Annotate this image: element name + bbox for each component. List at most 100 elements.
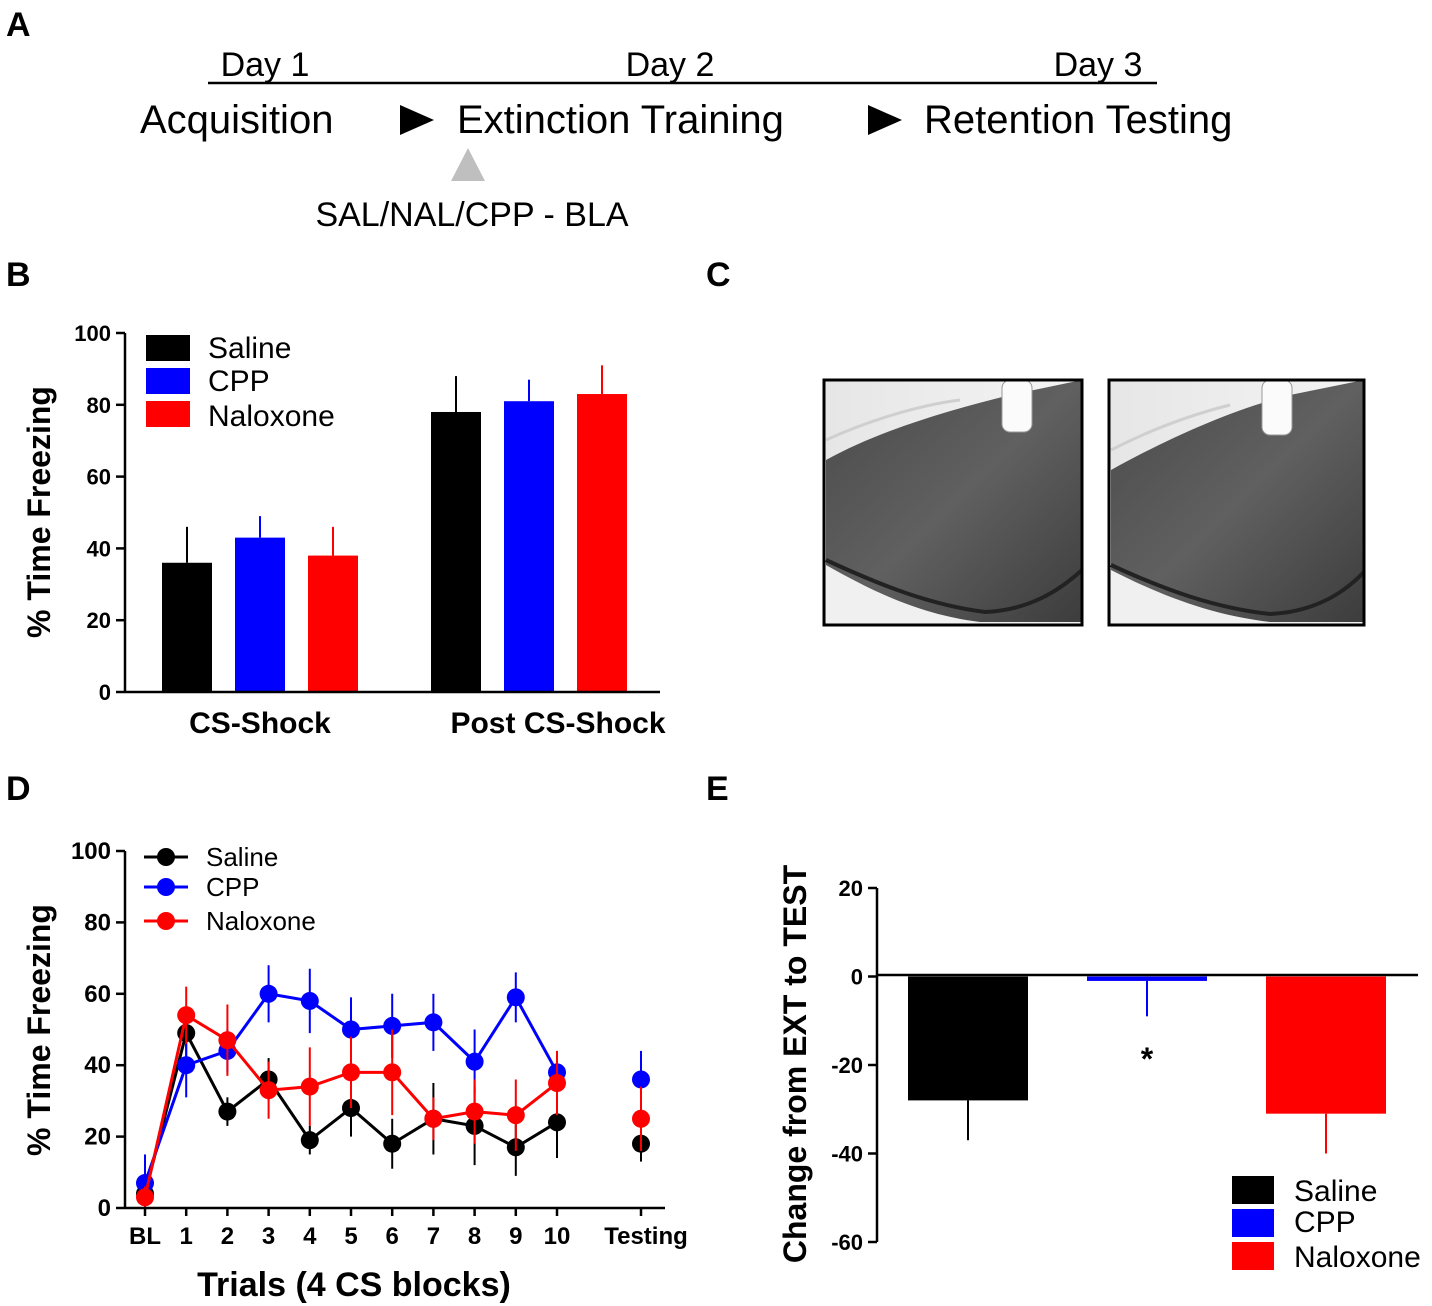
legend-b-cpp-swatch <box>146 368 190 394</box>
panel-b-ytick-label: 80 <box>87 393 111 418</box>
panel-e-bar-cpp <box>1087 976 1207 981</box>
legend-e-cpp-label: CPP <box>1294 1206 1356 1239</box>
legend-e-saline-swatch <box>1232 1176 1274 1204</box>
panel-d-point <box>177 1006 196 1025</box>
panel-b-category-cs-shock: CS-Shock <box>189 707 331 740</box>
legend-e-saline-label: Saline <box>1294 1175 1377 1208</box>
legend-d-saline-label: Saline <box>206 842 278 872</box>
panel-b-ytick-label: 0 <box>99 680 111 705</box>
panel-d-point <box>424 1013 443 1032</box>
panel-b-bar-saline <box>162 562 212 692</box>
phase-acquisition: Acquisition <box>140 98 333 142</box>
panel-d-point <box>342 1020 360 1039</box>
injection-label: SAL/NAL/CPP - BLA <box>315 196 628 234</box>
day-1-label: Day 1 <box>221 46 310 84</box>
panel-d-point <box>383 1063 402 1082</box>
panel-d-point <box>548 1074 566 1093</box>
panel-d-testing-point <box>632 1109 650 1128</box>
panel-e: E Change from EXT to TEST 20 0 -20 -40 -60 *… <box>706 770 1421 1274</box>
legend-b-saline-label: Saline <box>208 332 291 365</box>
panel-b-category-post-cs-shock: Post CS-Shock <box>450 707 665 740</box>
panel-d-ytick-label: 0 <box>98 1195 111 1222</box>
right-triangle-arrow-icon <box>400 105 434 135</box>
panel-d-point <box>300 991 319 1010</box>
legend-e-cpp-swatch <box>1232 1209 1274 1237</box>
panel-d-testing-label: Testing <box>604 1223 688 1250</box>
panel-d-point <box>383 1016 402 1035</box>
panel-a: A Day 1 Day 2 Day 3 Acquisition Extincti… <box>6 6 1232 234</box>
panel-e-ytick-label: 0 <box>851 965 863 990</box>
legend-d-saline-marker <box>157 848 175 866</box>
legend-b-cpp-label: CPP <box>208 365 270 398</box>
panel-d-series-naloxone <box>136 986 650 1208</box>
panel-e-ytick-label: -40 <box>831 1142 863 1167</box>
panel-d-ytick-label: 100 <box>71 838 111 865</box>
panel-d: D % Time Freezing 0 20 40 60 80 100 BL 1 2 3 4 5 6 7 8… <box>6 770 688 1304</box>
histology-section-left <box>822 378 1084 627</box>
panel-b-bar-saline <box>431 411 481 692</box>
panel-d-ytick-label: 20 <box>84 1124 111 1151</box>
panel-d-point <box>342 1063 360 1082</box>
panel-d-point <box>259 1081 278 1100</box>
day-2-label: Day 2 <box>626 46 715 84</box>
panel-d-testing-point <box>632 1070 650 1089</box>
panel-d-xtick-label: BL <box>129 1223 161 1250</box>
significance-asterisk: * <box>1141 1041 1154 1077</box>
panel-d-xtick-label: 9 <box>509 1223 522 1250</box>
panel-c: C <box>706 256 1366 627</box>
panel-d-point <box>300 1131 319 1150</box>
panel-d-xtick-label: 7 <box>427 1223 440 1250</box>
legend-d-cpp-label: CPP <box>206 872 259 902</box>
panel-d-xtick-label: 2 <box>221 1223 234 1250</box>
panel-d-point <box>300 1077 319 1096</box>
legend-d-naloxone-label: Naloxone <box>206 906 316 936</box>
panel-e-bar-saline <box>908 976 1028 1101</box>
legend-e-naloxone-swatch <box>1232 1242 1274 1270</box>
panel-d-xtick-label: 6 <box>386 1223 399 1250</box>
panel-b-bar-cpp <box>504 401 554 692</box>
panel-d-ytick-label: 60 <box>84 981 111 1008</box>
panel-d-point <box>383 1134 402 1153</box>
right-triangle-arrow-icon <box>868 105 902 135</box>
panel-d-xtick-label: 5 <box>344 1223 357 1250</box>
panel-e-ylabel: Change from EXT to TEST <box>777 864 813 1263</box>
phase-extinction: Extinction Training <box>457 98 784 142</box>
legend-d-cpp-marker <box>157 878 175 896</box>
legend-b-naloxone-label: Naloxone <box>208 400 335 433</box>
panel-d-xtick-label: 1 <box>180 1223 193 1250</box>
panel-d-point <box>424 1109 443 1128</box>
panel-d-point <box>218 1102 237 1121</box>
panel-d-point <box>177 1056 196 1075</box>
panel-d-ytick-label: 40 <box>84 1052 111 1079</box>
panel-d-point <box>465 1102 484 1121</box>
panel-d-letter: D <box>6 770 31 808</box>
panel-b-ylabel: % Time Freezing <box>21 386 57 638</box>
panel-d-ylabel: % Time Freezing <box>21 904 57 1156</box>
panel-b-ytick-label: 40 <box>87 536 111 561</box>
panel-d-xlabel: Trials (4 CS blocks) <box>197 1266 511 1304</box>
panel-c-letter: C <box>706 256 731 294</box>
panel-e-ytick-label: -20 <box>831 1053 863 1078</box>
panel-b-letter: B <box>6 256 31 294</box>
panel-b-bar-cpp <box>235 537 285 692</box>
phase-retention: Retention Testing <box>924 98 1232 142</box>
legend-b-saline-swatch <box>146 335 190 361</box>
panel-e-ytick-label: 20 <box>839 876 863 901</box>
day-3-label: Day 3 <box>1054 46 1143 84</box>
panel-b-ytick-label: 60 <box>87 465 111 490</box>
panel-d-ytick-label: 80 <box>84 909 111 936</box>
panel-b-ytick-label: 100 <box>74 321 111 346</box>
legend-e-naloxone-label: Naloxone <box>1294 1241 1421 1274</box>
legend-d-naloxone-marker <box>157 912 175 930</box>
up-triangle-marker-icon <box>451 148 485 181</box>
panel-d-xtick-label: 8 <box>468 1223 481 1250</box>
panel-d-point <box>548 1113 566 1132</box>
panel-b-bar-naloxone <box>577 394 627 692</box>
panel-a-letter: A <box>6 6 31 44</box>
panel-d-point <box>465 1052 484 1071</box>
panel-e-ytick-label: -60 <box>831 1230 863 1255</box>
legend-b-naloxone-swatch <box>146 401 190 427</box>
panel-d-xtick-label: 3 <box>262 1223 275 1250</box>
